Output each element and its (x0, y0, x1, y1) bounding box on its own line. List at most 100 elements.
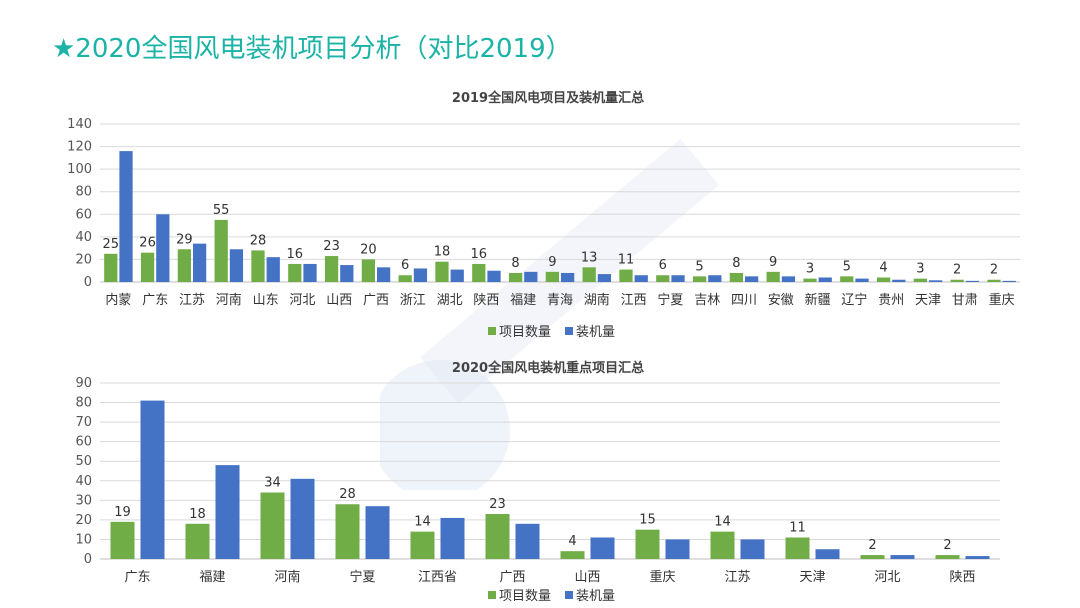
data-label: 34 (264, 476, 281, 491)
x-tick-label: 湖南 (584, 292, 610, 308)
x-tick-label: 陕西 (949, 570, 975, 585)
bar-project-count (508, 272, 523, 282)
data-label: 5 (843, 259, 851, 274)
bar-capacity (156, 214, 170, 282)
chart-title: 2019全国风电项目及装机量汇总 (452, 90, 644, 106)
bar-project-count (185, 523, 210, 559)
x-tick-label: 重庆 (649, 569, 675, 585)
x-tick-label: 广东 (124, 570, 150, 585)
data-label: 18 (189, 507, 206, 522)
x-tick-label: 甘肃 (952, 293, 978, 308)
y-tick-label: 80 (75, 396, 92, 411)
data-label: 11 (618, 253, 635, 268)
bar-capacity (597, 274, 612, 282)
x-tick-label: 湖北 (437, 293, 463, 308)
bar-capacity (450, 269, 464, 282)
bar-project-count (260, 492, 285, 559)
x-tick-label: 青海 (547, 293, 573, 308)
data-label: 14 (414, 515, 431, 530)
legend-label: 装机量 (576, 589, 615, 604)
x-tick-label: 天津 (799, 570, 825, 585)
bar-project-count (251, 250, 265, 282)
y-tick-label: 80 (75, 185, 92, 200)
bar-project-count (545, 271, 559, 282)
bar-project-count (485, 514, 510, 559)
data-label: 16 (471, 247, 488, 262)
bar-capacity (665, 539, 690, 559)
data-label: 6 (401, 258, 409, 273)
bar-capacity (515, 523, 540, 559)
y-tick-label: 90 (75, 376, 92, 391)
data-label: 3 (806, 262, 814, 277)
y-tick-label: 20 (75, 252, 92, 267)
y-tick-label: 70 (75, 415, 92, 430)
bar-capacity (965, 280, 980, 282)
y-tick-label: 20 (75, 513, 92, 528)
data-label: 8 (732, 256, 740, 271)
bar-project-count (335, 504, 360, 559)
bar-capacity (365, 506, 390, 559)
bar-capacity (340, 265, 354, 282)
data-label: 25 (103, 237, 120, 252)
x-tick-label: 辽宁 (841, 292, 867, 308)
y-tick-label: 0 (84, 275, 92, 290)
bar-project-count (398, 275, 412, 282)
x-tick-label: 河北 (874, 570, 900, 585)
x-tick-label: 山西 (574, 570, 600, 585)
bar-project-count (104, 253, 118, 282)
y-tick-label: 0 (84, 552, 92, 567)
x-tick-label: 广东 (142, 293, 168, 308)
bar-capacity (561, 272, 575, 282)
bar-capacity (140, 400, 165, 559)
y-tick-label: 50 (75, 454, 92, 469)
bar-capacity (413, 268, 428, 282)
bar-project-count (324, 256, 339, 282)
x-tick-label: 广西 (499, 570, 525, 585)
chart-2019: 2019全国风电项目及装机量汇总020406080100120140内蒙25广东… (67, 90, 1020, 340)
data-label: 16 (287, 247, 304, 262)
legend-swatch (565, 327, 573, 335)
x-tick-label: 浙江 (400, 293, 426, 308)
data-label: 3 (916, 262, 924, 277)
x-tick-label: 河南 (216, 292, 242, 308)
y-tick-label: 10 (75, 532, 92, 547)
bar-capacity (671, 275, 685, 282)
bar-project-count (935, 555, 960, 559)
y-tick-label: 40 (75, 474, 92, 489)
slide-title: ★2020全国风电装机项目分析（对比2019） (52, 34, 572, 64)
bar-capacity (965, 556, 990, 559)
bar-capacity (740, 539, 765, 559)
data-label: 15 (639, 513, 656, 528)
legend-swatch (488, 327, 496, 335)
data-label: 2 (990, 263, 998, 278)
bar-capacity (440, 517, 465, 559)
y-tick-label: 60 (75, 435, 92, 450)
x-tick-label: 江苏 (724, 569, 750, 585)
y-tick-label: 30 (75, 493, 92, 508)
bar-capacity (745, 276, 759, 282)
bar-capacity (855, 278, 869, 282)
bar-capacity (1002, 280, 1016, 282)
legend-label: 项目数量 (499, 325, 551, 340)
data-label: 4 (879, 260, 887, 275)
bar-capacity (929, 280, 943, 282)
data-label: 23 (323, 239, 340, 254)
data-label: 8 (511, 256, 519, 271)
bar-project-count (214, 219, 228, 282)
data-label: 11 (789, 520, 806, 535)
bar-project-count (729, 272, 743, 282)
x-tick-label: 河北 (289, 293, 315, 308)
data-label: 20 (360, 242, 377, 257)
bar-capacity (890, 555, 915, 559)
bar-capacity (303, 263, 317, 282)
bar-project-count (288, 263, 302, 282)
x-tick-label: 河南 (274, 569, 300, 585)
bar-capacity (634, 275, 648, 282)
bar-capacity (377, 267, 391, 282)
bar-project-count (987, 279, 1001, 282)
bar-project-count (619, 269, 633, 282)
y-tick-label: 60 (75, 207, 92, 222)
data-label: 13 (581, 250, 598, 265)
bar-project-count (692, 276, 707, 282)
bar-project-count (840, 276, 854, 282)
